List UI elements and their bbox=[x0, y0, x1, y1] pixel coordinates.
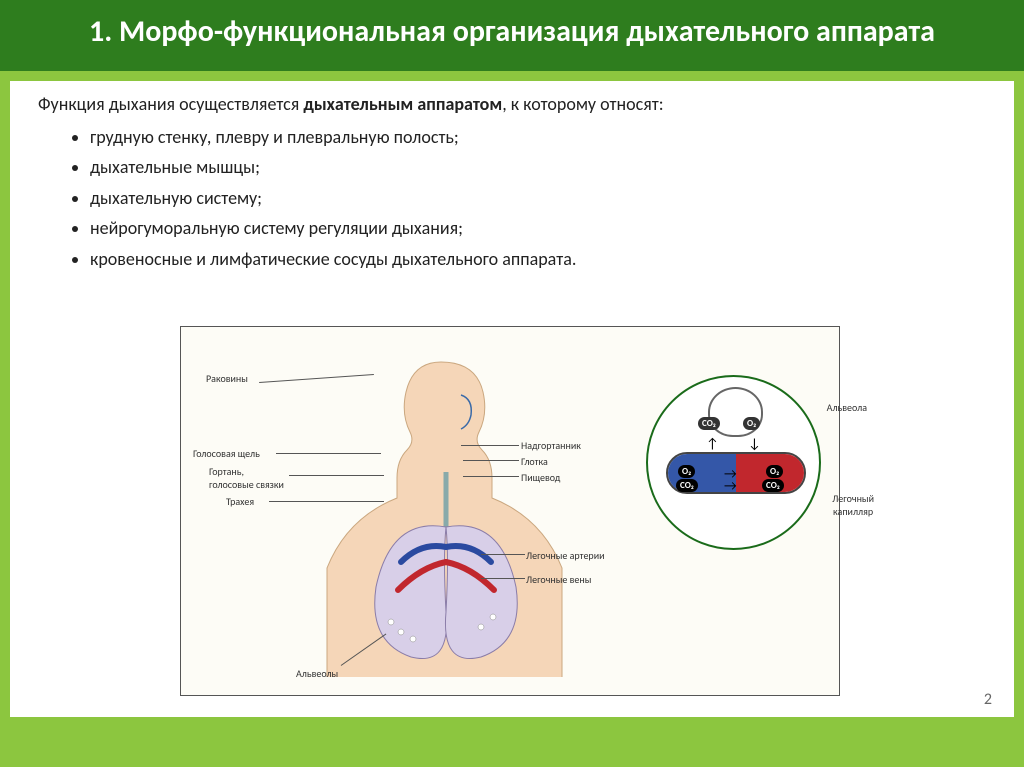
leader-line bbox=[481, 578, 525, 579]
gas-co2: CO₂ bbox=[676, 479, 698, 492]
leader-line bbox=[481, 554, 525, 555]
label-leg-veny: Легочные вены bbox=[526, 573, 591, 586]
label-gortan: Гортань, голосовые связки bbox=[209, 465, 284, 491]
label-nadgortannik: Надгортанник bbox=[521, 439, 581, 452]
intro-paragraph: Функция дыхания осуществляется дыхательн… bbox=[38, 93, 986, 116]
arrow-down-icon: ↓ bbox=[748, 435, 761, 452]
intro-suffix: , к которому относят: bbox=[502, 93, 663, 115]
label-alveoly: Альвеолы bbox=[296, 667, 338, 680]
gas-o2: O₂ bbox=[743, 417, 760, 430]
label-leg-arterii: Легочные артерии bbox=[526, 549, 605, 562]
label-golos-shchel: Голосовая щель bbox=[193, 447, 260, 460]
gas-co2: CO₂ bbox=[762, 479, 784, 492]
label-glotka: Глотка bbox=[521, 455, 548, 468]
label-alveola: Альвеола bbox=[827, 401, 867, 414]
gas-o2: O₂ bbox=[678, 465, 695, 478]
leader-line bbox=[463, 476, 519, 477]
label-rakoviny: Раковины bbox=[206, 372, 248, 385]
list-item: дыхательные мышцы; bbox=[90, 156, 986, 179]
list-item: дыхательную систему; bbox=[90, 187, 986, 210]
torso-illustration bbox=[321, 357, 571, 677]
leader-line bbox=[289, 475, 384, 476]
page-number: 2 bbox=[984, 690, 992, 709]
gas-co2: CO₂ bbox=[698, 417, 720, 430]
list-item: кровеносные и лимфатические сосуды дыхат… bbox=[90, 248, 986, 271]
gas-o2: O₂ bbox=[766, 465, 783, 478]
anatomy-diagram: Раковины Голосовая щель Гортань, голосов… bbox=[180, 326, 840, 696]
list-item: грудную стенку, плевру и плевральную пол… bbox=[90, 126, 986, 149]
slide-title: 1. Морфо-функциональная организация дыха… bbox=[0, 0, 1024, 71]
intro-prefix: Функция дыхания осуществляется bbox=[38, 93, 303, 115]
leader-line bbox=[276, 453, 381, 454]
label-pishchevod: Пищевод bbox=[521, 471, 560, 484]
arrow-up-icon: ↑ bbox=[706, 435, 719, 452]
leader-line bbox=[269, 501, 384, 502]
arrow-right-icon: → bbox=[724, 477, 737, 494]
bullet-list: грудную стенку, плевру и плевральную пол… bbox=[90, 126, 986, 271]
leader-line bbox=[463, 460, 519, 461]
label-trakheya: Трахея bbox=[226, 495, 254, 508]
content-panel: Функция дыхания осуществляется дыхательн… bbox=[10, 81, 1014, 717]
intro-bold: дыхательным аппаратом bbox=[303, 93, 502, 115]
leader-line bbox=[461, 445, 519, 446]
label-capillary: Легочный капилляр bbox=[832, 492, 874, 518]
list-item: нейрогуморальную систему регуляции дыхан… bbox=[90, 217, 986, 240]
gas-exchange-inset: CO₂ O₂ O₂ O₂ CO₂ CO₂ ↑ ↓ → → Альвеола Ле… bbox=[646, 375, 821, 550]
